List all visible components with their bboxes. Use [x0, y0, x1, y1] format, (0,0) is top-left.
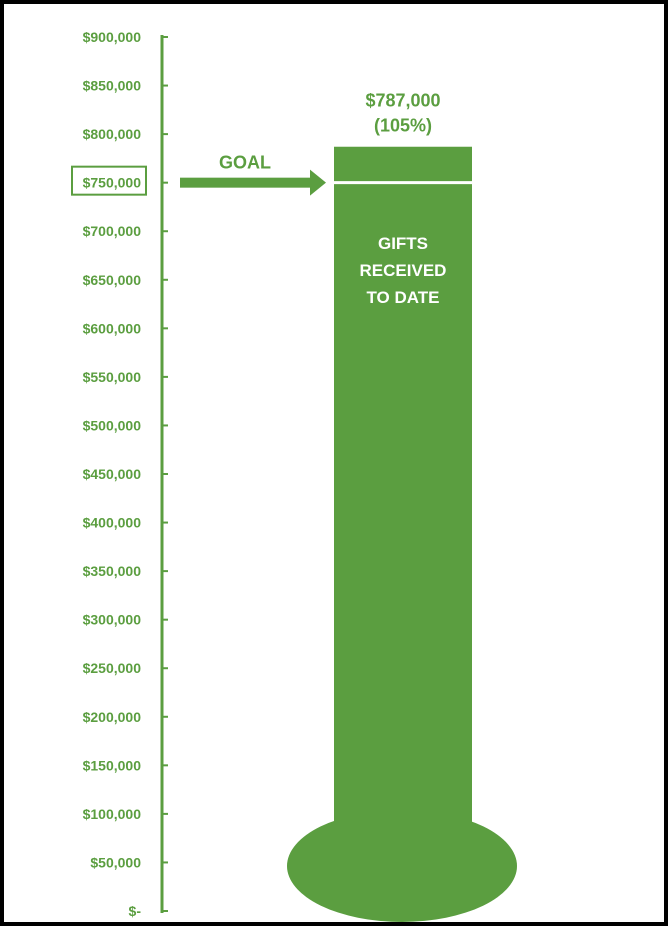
- y-tick-label: $650,000: [83, 272, 142, 288]
- y-tick-label: $600,000: [83, 320, 142, 336]
- y-tick-label: $350,000: [83, 563, 142, 579]
- y-tick-label: $450,000: [83, 466, 142, 482]
- goal-arrow-head: [310, 169, 326, 196]
- y-tick-label: $150,000: [83, 757, 142, 773]
- y-tick-label: $900,000: [83, 29, 142, 45]
- y-tick-label: $-: [129, 903, 142, 919]
- bar-label-line: TO DATE: [366, 288, 439, 307]
- goal-tick-highlight-box: [71, 165, 147, 196]
- y-tick-label: $850,000: [83, 78, 142, 94]
- value-label: $787,000: [365, 91, 440, 111]
- y-tick-label: $300,000: [83, 612, 142, 628]
- percent-label: (105%): [374, 116, 432, 136]
- bar-label-line: RECEIVED: [360, 261, 447, 280]
- goal-label: GOAL: [219, 153, 271, 173]
- y-tick-label: $250,000: [83, 660, 142, 676]
- bar-label-line: GIFTS: [378, 234, 428, 253]
- y-tick-label: $700,000: [83, 223, 142, 239]
- y-tick-label: $100,000: [83, 806, 142, 822]
- y-tick-label: $750,000: [83, 175, 142, 191]
- y-tick-label: $400,000: [83, 515, 142, 531]
- goal-arrow-shaft: [180, 177, 312, 188]
- value-bar: [334, 146, 472, 867]
- y-tick-label: $200,000: [83, 709, 142, 725]
- y-tick-label: $500,000: [83, 417, 142, 433]
- y-tick-label: $800,000: [83, 126, 142, 142]
- y-tick-label: $550,000: [83, 369, 142, 385]
- y-tick-label: $50,000: [90, 854, 141, 870]
